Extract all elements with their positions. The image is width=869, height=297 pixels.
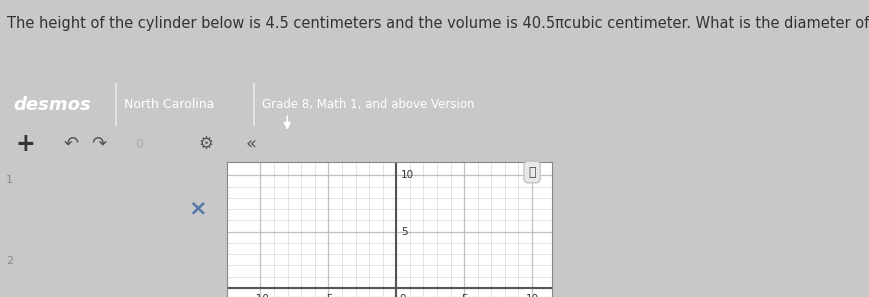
Text: ↶: ↶ — [63, 134, 78, 152]
Text: desmos: desmos — [14, 96, 91, 114]
Text: 10: 10 — [525, 294, 538, 297]
Text: +: + — [16, 132, 35, 156]
Text: 5: 5 — [401, 227, 408, 237]
Text: -5: -5 — [322, 294, 333, 297]
Text: 0: 0 — [136, 138, 143, 151]
Text: 0: 0 — [399, 294, 406, 297]
Text: Grade 8, Math 1, and above Version: Grade 8, Math 1, and above Version — [262, 98, 474, 111]
Text: North Carolina: North Carolina — [124, 98, 215, 111]
Text: 5: 5 — [461, 294, 467, 297]
Text: 2: 2 — [6, 255, 13, 266]
Text: ⚙: ⚙ — [199, 135, 214, 153]
Text: ↷: ↷ — [91, 134, 106, 152]
Text: -10: -10 — [252, 294, 269, 297]
Text: 1: 1 — [6, 175, 13, 185]
Text: The height of the cylinder below is 4.5 centimeters and the volume is 40.5πcubic: The height of the cylinder below is 4.5 … — [7, 16, 869, 31]
Text: 10: 10 — [401, 170, 414, 180]
Text: 🔧: 🔧 — [527, 165, 535, 178]
Text: «: « — [246, 135, 256, 153]
Text: ×: × — [188, 198, 206, 218]
